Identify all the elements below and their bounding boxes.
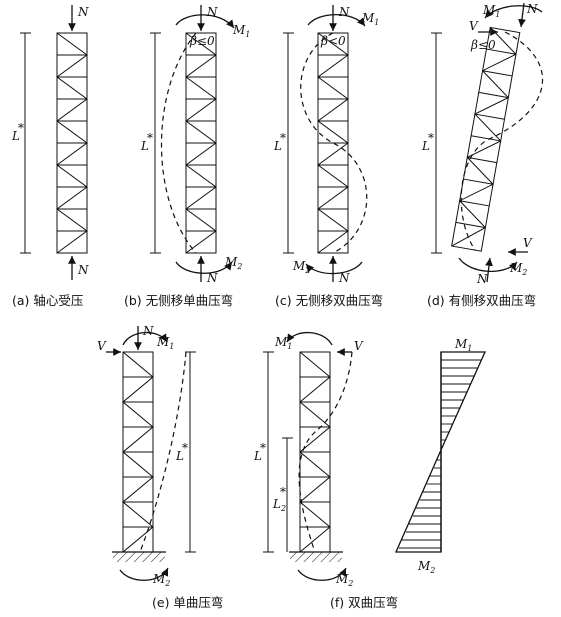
label-N-top-c: N [338,5,350,19]
label-M2-d: M2 [509,261,527,277]
label-M2-c: M2 [292,259,310,275]
moment-arc-bottom-c [305,261,363,275]
label-N-top-d: N [526,2,538,16]
label-M1-c: M1 [361,11,379,27]
label-star-e: * [182,441,188,455]
label-V-f: V [354,339,364,353]
length-dim-f-lower [282,437,293,552]
panel-a: N N L * (a) 轴心受压 [11,5,89,308]
deflected-shape-f [298,351,353,553]
length-dim-d [431,32,442,254]
label-star-b: * [147,131,153,145]
deflected-shape-b [160,32,197,254]
label-M2-b: M2 [224,255,242,271]
truss-column-d [451,26,521,252]
label-N-top-a: N [77,5,89,19]
label-Lstar-a: L [11,129,20,143]
moment-hatching [399,359,481,549]
label-L2-star-mark-f: * [280,485,286,499]
deflected-shape-c [300,32,368,254]
label-M1-d: M1 [482,3,500,19]
label-Lstar-e: L [175,449,184,463]
label-N-bottom-d: N [476,272,488,286]
moment-arc-top-e [122,331,168,346]
label-N-bottom-c: N [338,271,350,285]
length-dim-b [150,32,161,254]
moment-triangle-top [440,351,487,451]
label-N-bottom-a: N [77,263,89,277]
deflected-shape-d [460,31,544,251]
moment-arc-top-c [307,14,366,27]
label-M1-e: M1 [156,335,174,351]
moment-arc-bottom-f [297,567,347,581]
label-beta-c: β<0 [320,34,346,48]
truss-column-e [122,351,154,553]
label-Lstar-f: L [253,449,262,463]
label-star-f: * [260,441,266,455]
truss-column-a [56,32,88,254]
caption-b: (b) 无侧移单曲压弯 [124,293,233,308]
label-M2-diagram: M2 [417,559,435,575]
caption-c: (c) 无侧移双曲压弯 [275,293,383,308]
truss-column-c [317,32,349,254]
label-V-top-d: V [469,19,479,33]
label-N-bottom-b: N [206,271,218,285]
fixed-base-e [113,552,165,562]
label-L2star-f: L2 [272,497,286,513]
label-N-top-b: N [206,5,218,19]
panel-b: N N M1 M2 β≤0 L * (b) 无侧移单曲压弯 [124,5,250,308]
moment-arc-bottom-b [175,261,233,274]
fixed-base-f [290,552,342,562]
label-N-top-e: N [142,324,154,338]
label-M1-b: M1 [232,23,250,39]
caption-d: (d) 有侧移双曲压弯 [427,293,536,308]
panel-e: V N M1 M2 L * (e) 单曲压弯 [97,324,223,610]
label-beta-b: β≤0 [189,34,215,48]
label-Lstar-b: L [140,139,149,153]
moment-arc-bottom-d [458,257,518,273]
moment-arc-top-f [286,331,333,346]
label-beta-d: β≤0 [470,38,496,52]
panel-f: V M1 M2 L * L2 * (f) 双曲压弯 [253,331,398,610]
label-V-e: V [97,339,107,353]
label-M1-f: M1 [274,335,292,351]
label-M2-f: M2 [335,572,353,588]
label-star-d: * [428,131,434,145]
label-Lstar-d: L [421,139,430,153]
truss-column-b [185,32,217,254]
truss-column-f [299,351,331,553]
moment-diagram: M1 M2 [395,337,487,575]
caption-e: (e) 单曲压弯 [152,595,223,610]
caption-a: (a) 轴心受压 [12,293,83,308]
deflected-shape-e [139,351,187,553]
load-arrow-top-d [518,2,526,28]
label-star-c: * [280,131,286,145]
length-dim-a [20,32,31,254]
label-Lstar-c: L [273,139,282,153]
moment-arc-bottom-e [119,567,169,581]
label-M2-e: M2 [152,572,170,588]
length-dim-f-total [263,351,274,553]
moment-arc-top-b [175,14,235,29]
moment-triangle-bottom [395,449,442,553]
label-M1-diagram: M1 [454,337,472,353]
caption-f: (f) 双曲压弯 [330,595,398,610]
label-V-bottom-d: V [523,236,533,250]
panel-c: N N M1 M2 β<0 L * (c) 无侧移双曲压弯 [273,5,383,308]
load-arrow-bottom-d [485,257,493,283]
label-star-a: * [18,121,24,135]
panel-d: N N V V M1 M2 β≤0 L * (d) 有侧移双曲压弯 [421,2,544,308]
moment-arc-top-d [484,5,543,19]
length-dim-e [185,351,196,553]
length-dim-c [283,32,294,254]
